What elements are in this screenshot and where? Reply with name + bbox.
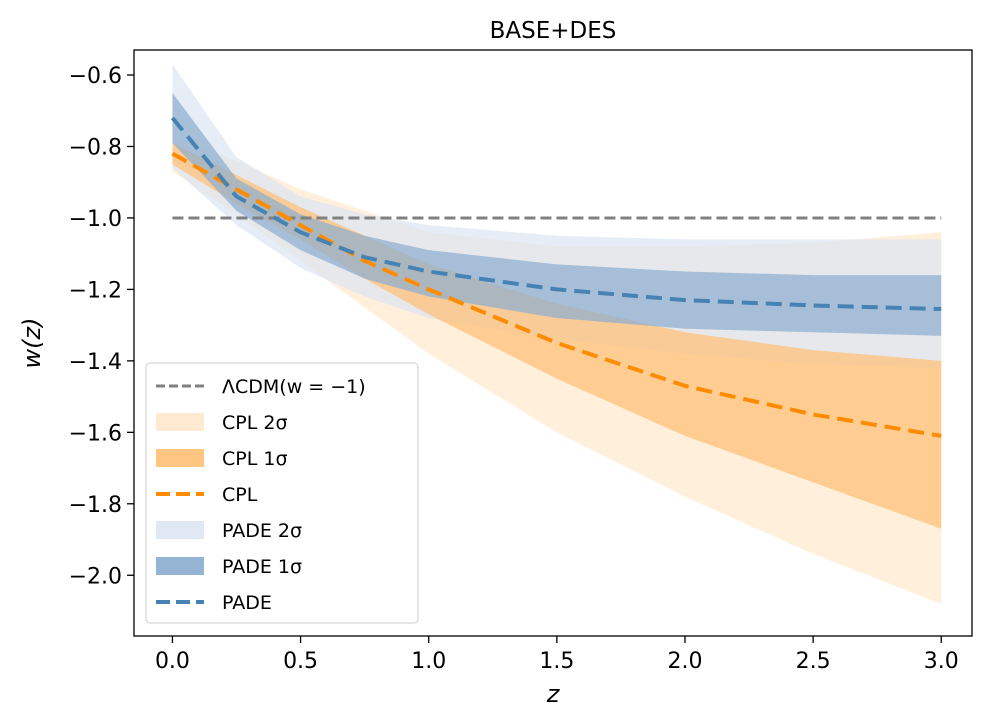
x-axis-label: z (546, 680, 561, 708)
legend-label-cpl-2: CPL 2σ (222, 412, 287, 434)
x-tick-label: 3.0 (924, 649, 959, 674)
cpl-line (171, 151, 942, 438)
legend: ΛCDM(w = −1) CPL 2σ CPL 1σ CPL PADE 2σ PADE 1… (145, 362, 419, 624)
legend-label-pade-1: PADE 1σ (222, 556, 302, 578)
y-tick-label: −1.4 (69, 350, 122, 375)
legend-box (145, 362, 419, 624)
legend-label-pade-2: PADE 2σ (222, 520, 302, 542)
x-tick-label: 0.5 (283, 649, 318, 674)
plot-frame (133, 49, 973, 637)
confidence-bands (172, 64, 942, 604)
y-tick-label: −0.8 (69, 135, 122, 160)
y-axis-label: w(z) (18, 318, 46, 369)
x-tick-label: 2.5 (796, 649, 831, 674)
series-lines (170, 116, 942, 438)
x-tick-label: 2.0 (667, 649, 702, 674)
y-tick-label: −1.6 (69, 421, 122, 446)
legend-swatch-pade-2 (156, 521, 204, 539)
y-tick-label: −0.6 (69, 64, 122, 89)
legend-label-cpl-1: CPL 1σ (222, 448, 287, 470)
y-tick-label: −1.8 (69, 493, 122, 518)
y-tick-label: −2.0 (69, 564, 122, 589)
chart-title: BASE+DES (490, 18, 617, 44)
pade-line (170, 116, 942, 312)
y-axis-ticks: −2.0 −1.8 −1.6 −1.4 −1.2 −1.0 −0.8 −0.6 (69, 64, 134, 589)
x-tick-label: 1.0 (411, 649, 446, 674)
legend-label-cpl: CPL (222, 484, 258, 506)
legend-swatch-pade-1 (156, 557, 204, 575)
pade-1sigma-band (172, 92, 942, 336)
y-tick-label: −1.0 (69, 207, 122, 232)
x-axis-ticks: 0.0 0.5 1.0 1.5 2.0 2.5 3.0 (155, 636, 959, 674)
legend-swatch-cpl-1 (156, 449, 204, 467)
y-tick-label: −1.2 (69, 278, 122, 303)
x-tick-label: 0.0 (155, 649, 190, 674)
legend-swatch-cpl-2 (156, 413, 204, 431)
legend-label-cdm-w-1: ΛCDM(w = −1) (222, 376, 366, 398)
legend-label-pade: PADE (222, 592, 272, 614)
x-tick-label: 1.5 (539, 649, 574, 674)
